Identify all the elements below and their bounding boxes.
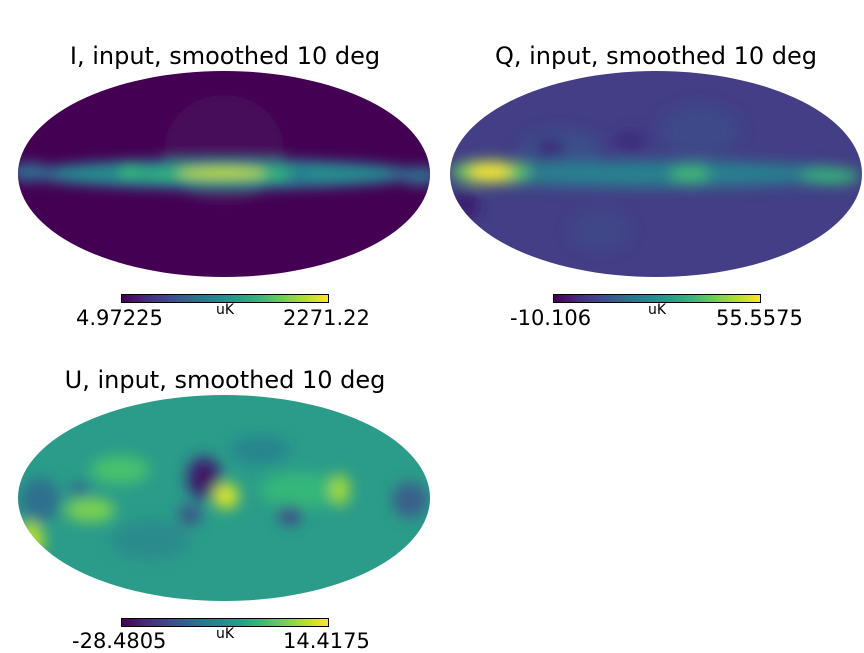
colorbar-unit-label: uK	[216, 302, 235, 318]
colorbar-i	[121, 294, 329, 303]
colorbar-u	[121, 618, 329, 627]
colorbar-max-label: 14.4175	[283, 629, 370, 653]
panel-title: U, input, smoothed 10 deg	[64, 366, 386, 394]
colorbar-unit-label: uK	[648, 302, 667, 318]
colorbar-max-label: 2271.22	[283, 306, 370, 330]
colorbar-q	[553, 294, 761, 303]
map-emission	[450, 105, 860, 250]
colorbar-min-label: 4.97225	[76, 306, 163, 330]
panel-title: Q, input, smoothed 10 deg	[494, 42, 818, 70]
colorbar-max-label: 55.5575	[716, 306, 803, 330]
map-emission	[18, 436, 428, 560]
panel-title: I, input, smoothed 10 deg	[69, 42, 381, 70]
colorbar-unit-label: uK	[216, 626, 235, 642]
colorbar-min-label: -28.4805	[72, 629, 167, 653]
map-emission	[18, 95, 430, 205]
colorbar-min-label: -10.106	[510, 306, 592, 330]
